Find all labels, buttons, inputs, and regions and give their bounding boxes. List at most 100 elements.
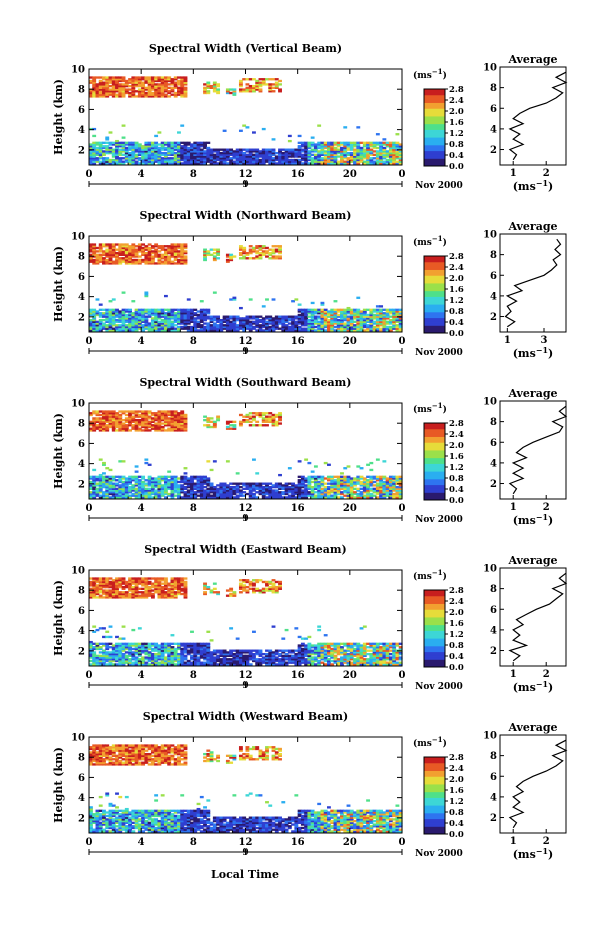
heatmap-cell [203,492,207,496]
heatmap-cell [180,317,185,320]
heatmap-cell [177,88,181,91]
heatmap-cell [180,162,185,165]
heatmap-cell [118,90,123,93]
heatmap-cell [108,312,113,315]
heatmap-cell [105,76,110,79]
heatmap-cell [118,649,123,652]
heatmap-cell [310,158,315,162]
heatmap-cell [265,255,269,258]
heatmap-cell [258,484,263,487]
heatmap-cell [190,151,194,155]
heatmap-cell [336,496,341,499]
heatmap-cell [180,79,185,83]
heatmap-cell [170,424,175,427]
heatmap-cell [353,162,357,165]
heatmap-cell [238,84,243,88]
heatmap-cell [124,413,129,417]
heatmap-cell [340,158,344,162]
heatmap-cell [173,427,178,430]
colorbar-segment [424,331,445,334]
heatmap-cell [212,157,217,160]
heatmap-cell [121,83,126,86]
heatmap-cell [353,315,357,318]
heatmap-cell [89,582,93,585]
heatmap-cell [92,91,97,95]
heatmap-cell [362,312,367,315]
heatmap-cell [170,415,175,418]
heatmap-cell [108,485,113,489]
heatmap-cell [268,412,273,415]
heatmap-cell [300,162,305,165]
y-tick-label: 4 [78,459,85,470]
heatmap-cell [252,78,256,81]
heatmap-cell [180,496,185,499]
heatmap-cell [248,153,253,156]
heatmap-cell [134,150,139,153]
heatmap-cell [167,258,172,262]
heatmap-cell [265,157,269,160]
heatmap-cell [115,258,119,262]
heatmap-cell [118,88,123,91]
heatmap-cell [362,313,367,317]
heatmap-cell [95,487,100,490]
heatmap-cell [388,148,393,151]
heatmap-cell [238,324,243,327]
heatmap-cell [216,492,221,496]
heatmap-cell [105,415,110,418]
heatmap-cell [294,315,299,318]
heatmap-cell [163,162,168,165]
heatmap-cell [163,317,168,320]
heatmap-cell [150,83,155,86]
heatmap-cell [258,325,263,329]
heatmap-cell [274,415,279,418]
heatmap-cell [212,324,217,327]
heatmap-cell [225,327,230,330]
heatmap-cell [310,325,315,329]
heatmap-cell [137,413,142,417]
heatmap-cell [375,322,380,325]
heatmap-cell [265,418,269,422]
heatmap-cell [154,317,159,320]
heatmap-cell [372,160,377,163]
heatmap-cell [291,151,296,155]
heatmap-cell [222,148,227,151]
heatmap-cell [206,146,211,150]
heatmap-cell [115,83,119,86]
heatmap-cell [124,155,129,158]
heatmap-cell [124,317,129,320]
heatmap-cell [313,317,318,320]
heatmap-cell [102,324,106,327]
heatmap-cell [170,81,175,84]
heatmap-cell [141,246,146,250]
heatmap-cell [232,162,237,165]
heatmap-cell [193,160,198,163]
heatmap-cell [343,480,348,484]
heatmap-cell [392,157,397,160]
heatmap-cell [366,327,370,330]
heatmap-cell [366,313,370,317]
heatmap-cell [163,81,168,84]
heatmap-cell [366,480,370,484]
heatmap-cell [95,141,100,144]
heatmap-cell [388,157,393,160]
heatmap-cell [193,327,198,330]
heatmap-cell [160,324,165,327]
heatmap-cell [203,479,207,482]
heatmap-cell [115,420,119,423]
heatmap-cell [229,160,234,163]
heatmap-cell [134,422,139,425]
heatmap-cell [349,492,354,496]
heatmap-cell [121,647,126,651]
heatmap-cell [170,78,175,81]
heatmap-cell [375,484,380,487]
heatmap-cell [121,327,126,330]
heatmap-cell [392,318,397,322]
heatmap-cell [167,257,172,260]
heatmap-cell [105,479,110,482]
heatmap-cell [258,158,263,162]
heatmap-cell [291,322,296,325]
heatmap-cell [297,479,302,482]
heatmap-cell [102,475,106,478]
heatmap-cell [108,651,113,654]
heatmap-cell [245,157,250,160]
